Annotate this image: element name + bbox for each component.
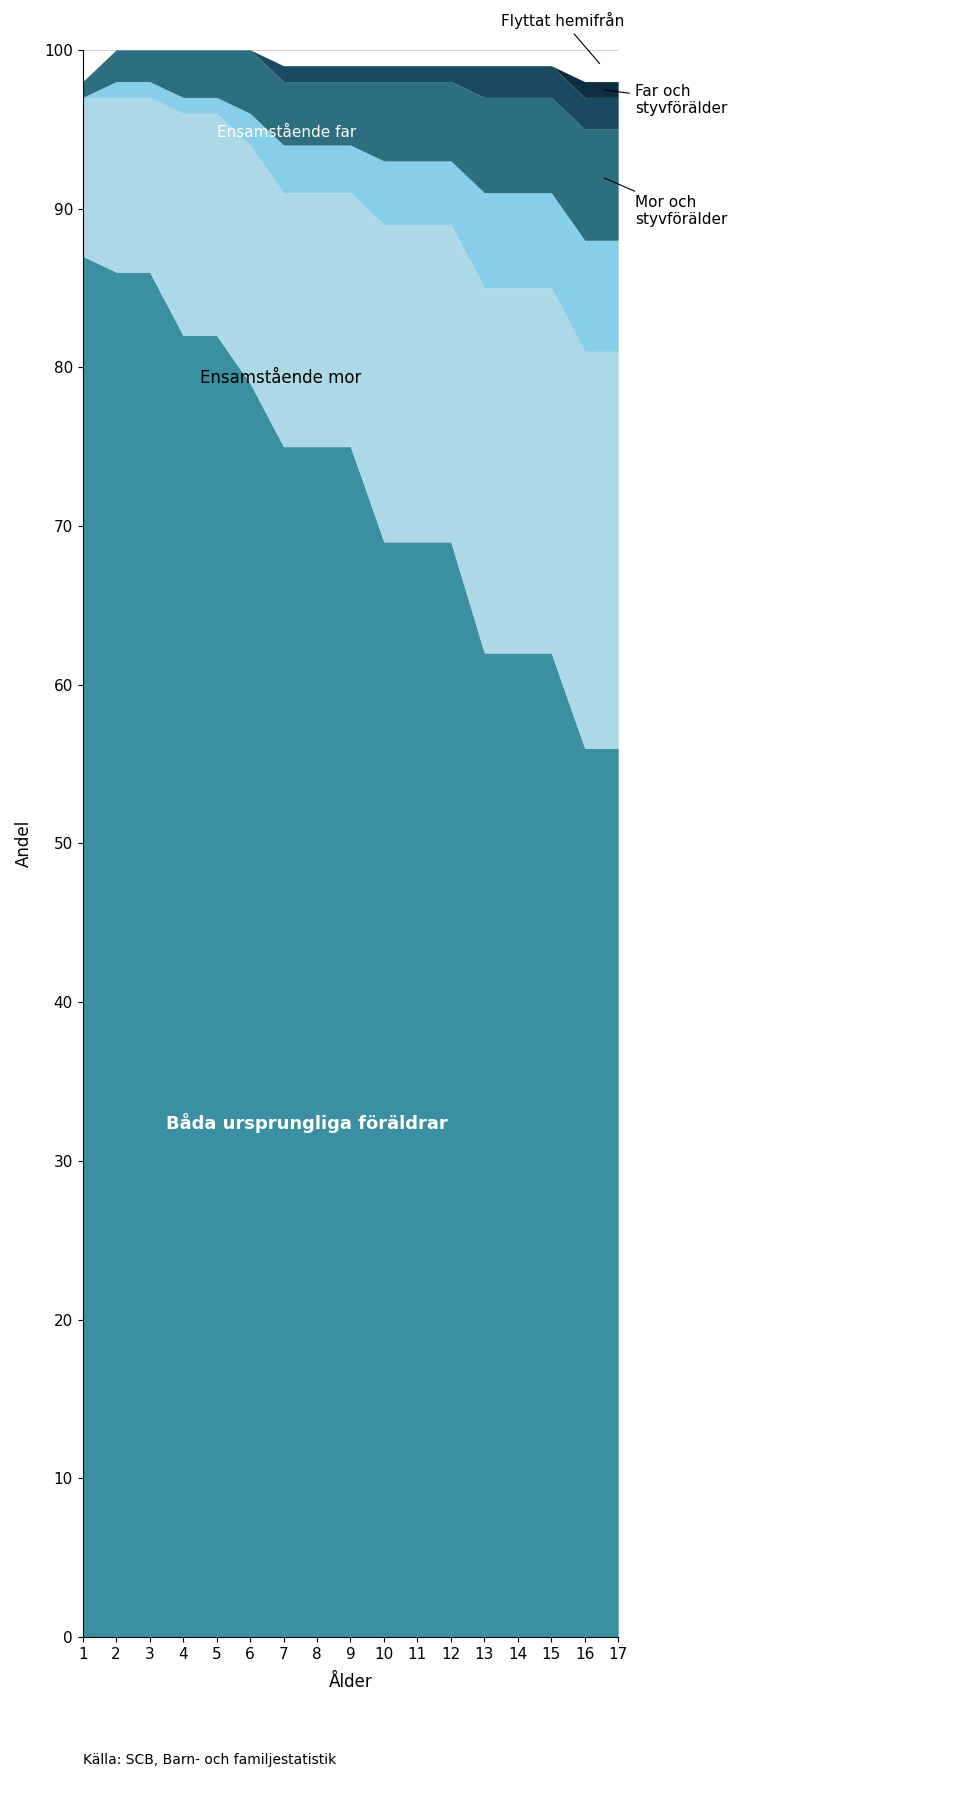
Text: Ensamstående far: Ensamstående far [217, 124, 356, 141]
Text: Ensamstående mor: Ensamstående mor [200, 369, 361, 387]
X-axis label: Ålder: Ålder [328, 1672, 372, 1690]
Text: Båda ursprungliga föräldrar: Båda ursprungliga föräldrar [166, 1114, 448, 1133]
Text: Flyttat hemifrån: Flyttat hemifrån [501, 13, 624, 63]
Text: Mor och
styvförälder: Mor och styvförälder [604, 178, 728, 227]
Text: Far och
styvförälder: Far och styvförälder [604, 85, 728, 117]
Text: Källa: SCB, Barn- och familjestatistik: Källa: SCB, Barn- och familjestatistik [83, 1753, 336, 1768]
Y-axis label: Andel: Andel [15, 820, 33, 867]
